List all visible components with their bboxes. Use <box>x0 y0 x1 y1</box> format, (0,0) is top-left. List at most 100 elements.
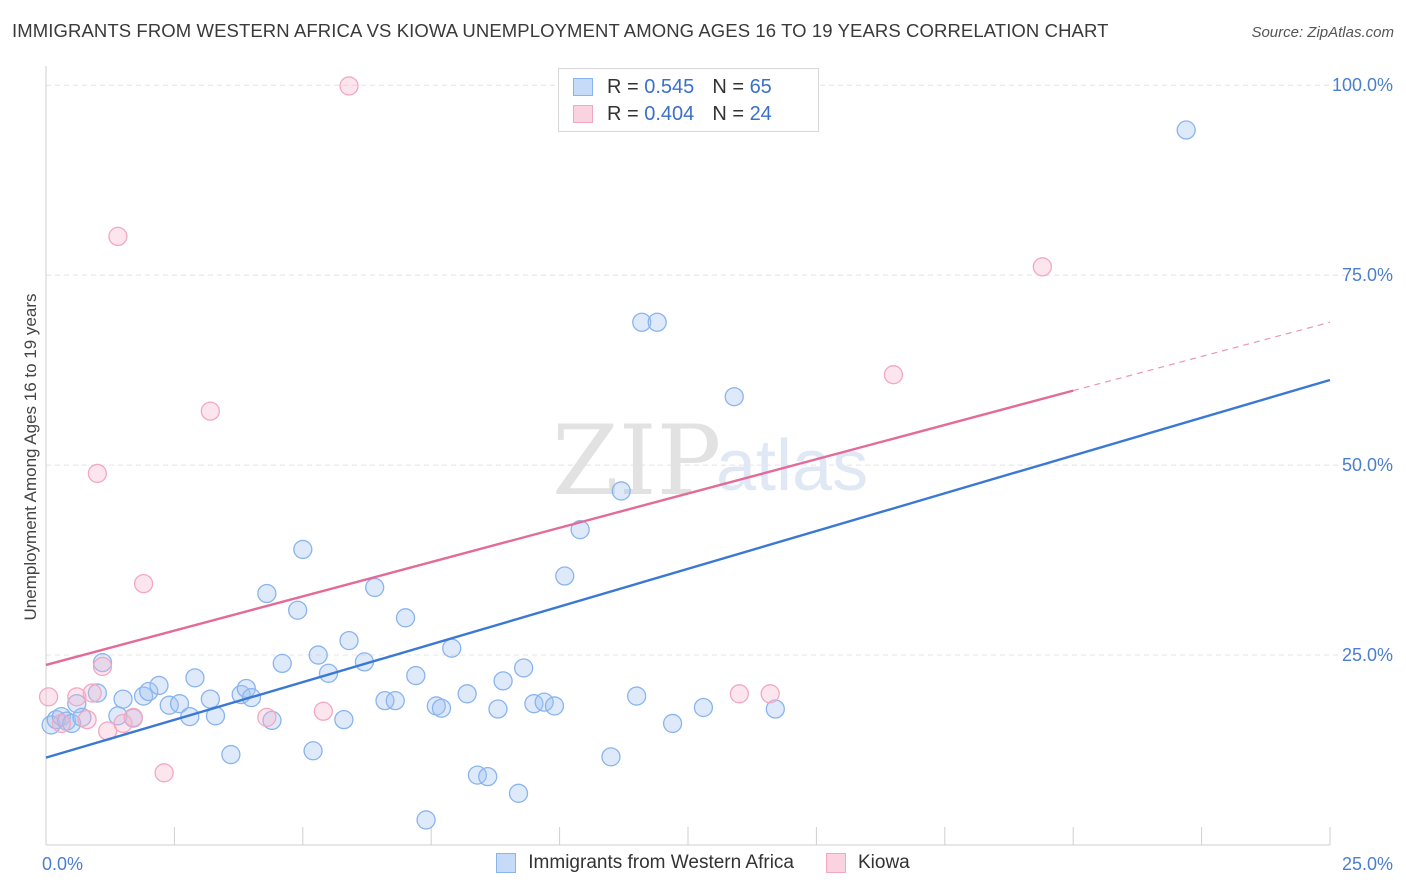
point-western-africa <box>467 765 488 785</box>
point-kiowa <box>67 687 87 707</box>
point-western-africa <box>272 653 292 674</box>
data-points <box>38 76 1196 830</box>
point-kiowa <box>760 684 780 704</box>
trend-line-kiowa-extension <box>1073 321 1331 392</box>
series-legend-item-kiowa: Kiowa <box>825 852 910 874</box>
series-swatch-blue <box>496 853 517 873</box>
point-western-africa <box>365 577 385 598</box>
point-western-africa <box>113 689 133 709</box>
point-western-africa <box>534 692 554 712</box>
legend-r-value: 0.545 <box>644 75 695 98</box>
y-tick-label: 50.0% <box>1342 455 1393 475</box>
legend-swatch-pink <box>573 105 593 123</box>
point-western-africa <box>488 699 508 719</box>
point-western-africa <box>185 668 205 688</box>
point-kiowa <box>92 656 113 677</box>
point-western-africa <box>765 699 785 719</box>
point-western-africa <box>200 689 221 709</box>
point-kiowa <box>339 76 359 96</box>
axes <box>45 66 1331 846</box>
point-western-africa <box>288 600 308 620</box>
point-kiowa <box>82 683 102 703</box>
point-kiowa <box>729 684 750 704</box>
trend-line-western-africa <box>45 378 1331 759</box>
point-western-africa <box>318 663 339 683</box>
point-western-africa <box>508 783 529 803</box>
y-tick-label: 75.0% <box>1342 265 1393 285</box>
point-western-africa <box>406 665 426 686</box>
point-kiowa <box>883 365 904 385</box>
point-western-africa <box>87 683 108 703</box>
legend-n-value: 65 <box>749 75 772 98</box>
point-western-africa <box>693 697 714 718</box>
legend-n-label: N = <box>712 75 744 98</box>
point-western-africa <box>431 698 452 718</box>
point-kiowa <box>113 713 133 734</box>
chart-source: Source: ZipAtlas.com <box>1251 24 1394 41</box>
stats-legend: R = 0.545 N = 65 R = 0.404 N = 24 <box>558 68 819 132</box>
legend-r-label: R = <box>607 75 639 98</box>
series-swatch-pink <box>825 853 846 873</box>
point-western-africa <box>1176 120 1196 140</box>
point-western-africa <box>159 695 179 715</box>
series-legend-item-western-africa: Immigrants from Western Africa <box>496 852 794 874</box>
point-western-africa <box>293 539 313 560</box>
point-kiowa <box>1032 257 1053 277</box>
point-western-africa <box>570 520 590 540</box>
y-tick-label: 100.0% <box>1332 75 1393 95</box>
legend-row-western-africa: R = 0.545 N = 65 <box>573 75 772 99</box>
point-western-africa <box>544 696 565 716</box>
point-western-africa <box>221 744 241 765</box>
point-kiowa <box>123 707 143 728</box>
point-western-africa <box>62 713 82 734</box>
point-kiowa <box>51 713 72 734</box>
legend-n-label: N = <box>712 102 744 125</box>
point-kiowa <box>200 401 221 421</box>
watermark-zip: ZIP <box>552 405 721 517</box>
point-kiowa <box>133 573 154 594</box>
point-kiowa <box>87 463 108 484</box>
point-western-africa <box>442 638 462 658</box>
legend-r-value: 0.404 <box>644 102 695 125</box>
point-western-africa <box>632 312 652 332</box>
point-western-africa <box>385 690 405 711</box>
point-western-africa <box>647 312 667 332</box>
point-western-africa <box>524 694 544 714</box>
series-name: Kiowa <box>857 852 910 873</box>
point-western-africa <box>46 709 66 730</box>
legend-swatch-blue <box>573 78 593 96</box>
point-western-africa <box>478 766 498 787</box>
point-kiowa <box>38 687 59 707</box>
point-western-africa <box>257 583 277 604</box>
point-western-africa <box>139 681 159 702</box>
legend-row-kiowa: R = 0.404 N = 24 <box>573 102 772 126</box>
point-western-africa <box>611 481 631 501</box>
series-legend: Immigrants from Western Africa Kiowa <box>0 852 1406 874</box>
trend-lines <box>45 321 1331 759</box>
point-western-africa <box>334 709 354 730</box>
legend-r-label: R = <box>607 102 639 125</box>
point-kiowa <box>108 226 128 247</box>
point-western-africa <box>303 741 323 761</box>
point-western-africa <box>626 686 647 706</box>
point-western-africa <box>493 671 513 691</box>
point-western-africa <box>662 713 683 734</box>
x-tick-label: 25.0% <box>1342 854 1393 874</box>
point-western-africa <box>601 747 621 767</box>
y-tick-label: 25.0% <box>1342 645 1393 665</box>
point-western-africa <box>724 387 744 407</box>
point-western-africa <box>555 566 575 586</box>
trend-line-kiowa <box>45 389 1074 667</box>
series-name: Immigrants from Western Africa <box>528 852 794 873</box>
point-kiowa <box>257 707 277 728</box>
point-western-africa <box>375 690 395 711</box>
point-kiowa <box>313 701 333 721</box>
point-kiowa <box>77 709 97 730</box>
grid-lines <box>46 84 1360 656</box>
chart-title: IMMIGRANTS FROM WESTERN AFRICA VS KIOWA … <box>12 20 1109 41</box>
tick-labels: 25.0% 50.0% 75.0% 100.0% 0.0% 25.0% <box>42 75 1393 874</box>
point-western-africa <box>416 810 436 830</box>
point-western-africa <box>169 694 190 714</box>
x-tick-label: 0.0% <box>42 854 83 874</box>
